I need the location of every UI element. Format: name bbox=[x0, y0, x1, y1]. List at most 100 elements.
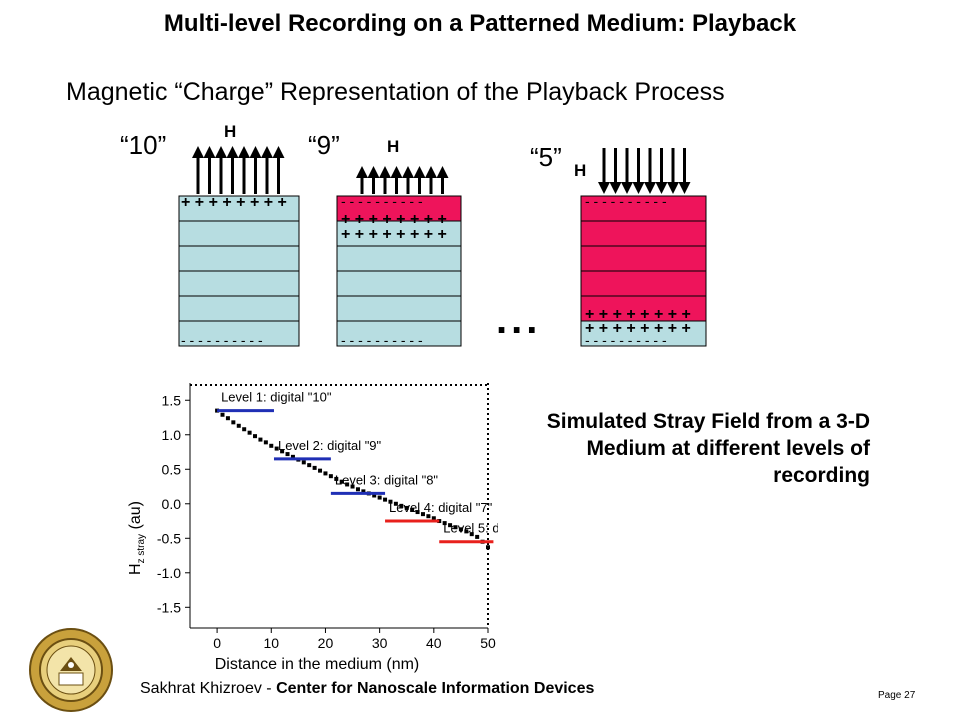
border-dot bbox=[487, 513, 489, 515]
border-dot bbox=[487, 613, 489, 615]
arrow-head bbox=[644, 182, 656, 194]
border-dot bbox=[470, 384, 472, 386]
border-dot bbox=[487, 398, 489, 400]
arrow-head bbox=[238, 146, 250, 158]
border-dot bbox=[455, 384, 457, 386]
border-dot bbox=[295, 384, 297, 386]
border-dot bbox=[465, 384, 467, 386]
border-dot bbox=[385, 384, 387, 386]
border-dot bbox=[487, 618, 489, 620]
border-dot bbox=[487, 383, 489, 385]
border-dot bbox=[290, 384, 292, 386]
border-dot bbox=[260, 384, 262, 386]
svg-text:Hz stray (au): Hz stray (au) bbox=[127, 501, 147, 575]
arrow-head bbox=[192, 146, 204, 158]
data-point bbox=[290, 454, 295, 459]
border-dot bbox=[487, 473, 489, 475]
border-dot bbox=[335, 384, 337, 386]
data-point bbox=[312, 465, 317, 470]
y-tick-label: 1.5 bbox=[162, 392, 182, 408]
border-dot bbox=[265, 384, 267, 386]
minus-charges-bottom: - - - - - - - - - - bbox=[181, 332, 263, 348]
border-dot bbox=[487, 423, 489, 425]
border-dot bbox=[330, 384, 332, 386]
magnetized-layers bbox=[580, 195, 707, 322]
border-dot bbox=[370, 384, 372, 386]
x-tick-label: 0 bbox=[213, 635, 221, 651]
stray-field-chart: Level 1: digital "10" Level 2: digital "9… bbox=[127, 383, 498, 673]
border-dot bbox=[205, 384, 207, 386]
field-arrows-up bbox=[192, 146, 285, 194]
data-point bbox=[464, 529, 469, 534]
border-dot bbox=[487, 583, 489, 585]
y-tick-label: 0.5 bbox=[162, 461, 182, 477]
arrow-head bbox=[226, 146, 239, 158]
border-dot bbox=[315, 384, 317, 386]
border-dot bbox=[255, 384, 257, 386]
x-tick-label: 40 bbox=[426, 635, 442, 651]
border-dot bbox=[350, 384, 352, 386]
border-dot bbox=[487, 553, 489, 555]
border-dot bbox=[487, 523, 489, 525]
border-dot bbox=[310, 384, 312, 386]
border-dot bbox=[375, 384, 377, 386]
border-dot bbox=[395, 384, 397, 386]
arrow-head bbox=[390, 166, 403, 178]
arrow-head bbox=[367, 166, 380, 178]
plus-charges-row1: + + + + + + + + bbox=[585, 306, 691, 323]
y-tick-label: -0.5 bbox=[157, 530, 181, 546]
data-point bbox=[285, 452, 290, 457]
border-dot bbox=[450, 384, 452, 386]
x-tick-label: 30 bbox=[372, 635, 388, 651]
data-point bbox=[388, 499, 393, 504]
border-dot bbox=[390, 384, 392, 386]
data-point bbox=[220, 412, 225, 417]
arrow-head bbox=[621, 182, 633, 194]
data-point bbox=[225, 416, 230, 421]
slide-title: Multi-level Recording on a Patterned Med… bbox=[163, 10, 797, 37]
footer-credit: Sakhrat Khizroev - Center for Nanoscale … bbox=[140, 680, 595, 697]
x-tick-label: 50 bbox=[480, 635, 496, 651]
data-point bbox=[399, 503, 404, 508]
border-dot bbox=[430, 384, 432, 386]
border-dot bbox=[487, 573, 489, 575]
simulation-caption: Simulated Stray Field from a 3-D Medium … bbox=[546, 410, 870, 487]
data-point bbox=[280, 449, 285, 454]
arrow-head bbox=[249, 146, 262, 158]
border-dot bbox=[487, 468, 489, 470]
magnetized-layer bbox=[336, 195, 462, 222]
arrow-head bbox=[436, 166, 449, 178]
border-dot bbox=[487, 543, 489, 545]
minus-charges-bottom: - - - - - - - - - - bbox=[341, 332, 423, 348]
x-tick-label: 10 bbox=[263, 635, 279, 651]
data-point bbox=[415, 510, 420, 515]
h-field-label: H bbox=[387, 137, 399, 156]
border-dot bbox=[230, 384, 232, 386]
column-5: H - - - - - - - - - - + + + + + + + + + … bbox=[574, 148, 707, 348]
border-dot bbox=[487, 593, 489, 595]
y-tick-label: 1.0 bbox=[162, 427, 182, 443]
border-dot bbox=[240, 384, 242, 386]
data-point bbox=[453, 525, 458, 530]
border-dot bbox=[487, 443, 489, 445]
border-dot bbox=[487, 448, 489, 450]
data-point bbox=[307, 463, 312, 468]
border-dot bbox=[380, 384, 382, 386]
border-dot bbox=[415, 384, 417, 386]
page-number: Page 27 bbox=[878, 690, 916, 701]
data-point bbox=[372, 493, 377, 498]
arrow-head bbox=[425, 166, 437, 178]
border-dot bbox=[487, 528, 489, 530]
border-dot bbox=[190, 384, 192, 386]
arrow-head bbox=[356, 166, 368, 178]
border-dot bbox=[235, 384, 237, 386]
arrow-head bbox=[203, 146, 216, 158]
data-point bbox=[328, 474, 333, 479]
border-dot bbox=[487, 598, 489, 600]
diagram-label-5: “5” bbox=[530, 142, 562, 172]
border-dot bbox=[487, 413, 489, 415]
university-seal-logo bbox=[29, 628, 113, 712]
border-dot bbox=[425, 384, 427, 386]
border-dot bbox=[487, 608, 489, 610]
border-dot bbox=[487, 568, 489, 570]
